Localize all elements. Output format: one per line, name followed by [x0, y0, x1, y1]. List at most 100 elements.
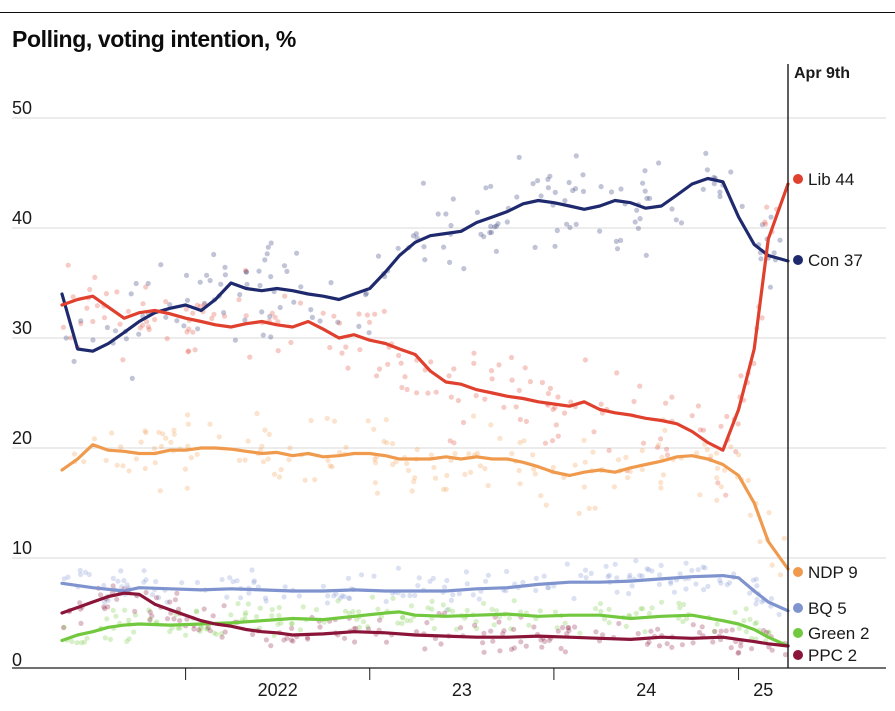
poll-dot	[78, 321, 84, 327]
poll-dot	[230, 579, 236, 585]
poll-dot	[545, 185, 552, 191]
poll-dot	[414, 446, 420, 453]
poll-dot	[535, 178, 541, 184]
poll-dot	[375, 606, 381, 612]
trend-line-bq	[60, 574, 790, 613]
poll-dot	[461, 266, 467, 272]
poll-dot	[324, 415, 330, 421]
poll-dot	[558, 645, 564, 652]
series-label-bq: BQ 5	[793, 599, 847, 618]
poll-dot	[701, 587, 707, 593]
poll-dot	[633, 610, 639, 617]
poll-dot	[452, 451, 458, 457]
poll-dot	[207, 421, 213, 427]
poll-dot	[172, 597, 178, 603]
poll-dot	[697, 492, 703, 498]
poll-dot	[211, 251, 217, 258]
poll-dot	[343, 344, 349, 350]
poll-dot	[715, 480, 721, 486]
poll-dot	[573, 153, 579, 159]
poll-dot	[78, 318, 84, 324]
poll-dot	[656, 442, 662, 448]
poll-dot	[282, 584, 288, 590]
poll-dot	[146, 607, 152, 613]
poll-dot	[237, 292, 243, 298]
poll-dot	[395, 245, 401, 251]
poll-dot	[444, 577, 450, 584]
poll-dot	[448, 394, 454, 400]
poll-dot	[701, 441, 708, 447]
poll-dot	[213, 631, 219, 637]
poll-dot	[736, 649, 742, 656]
poll-dot	[404, 618, 410, 624]
poll-dot	[222, 629, 228, 635]
poll-dot	[626, 575, 633, 581]
poll-dot	[450, 592, 456, 598]
poll-dot	[346, 610, 352, 617]
poll-dot	[427, 578, 433, 584]
poll-dot	[703, 150, 709, 156]
poll-dot	[320, 583, 326, 589]
poll-dot	[747, 616, 753, 622]
poll-dot	[718, 484, 724, 490]
poll-dot	[664, 446, 670, 452]
poll-dot	[695, 567, 701, 573]
top-rule	[0, 12, 895, 13]
poll-dot	[199, 625, 205, 631]
poll-dot	[549, 438, 556, 444]
poll-dot	[328, 280, 334, 286]
ppc-marker	[793, 650, 803, 660]
poll-dot	[188, 455, 194, 461]
poll-dot	[542, 440, 549, 446]
poll-dot	[523, 418, 530, 424]
poll-dot	[550, 406, 556, 412]
poll-dot	[160, 431, 166, 437]
poll-dot	[373, 460, 379, 466]
poll-dot	[448, 597, 454, 604]
poll-dot	[723, 628, 729, 634]
poll-dot	[396, 352, 402, 359]
poll-dot	[195, 326, 201, 332]
poll-dot	[147, 617, 153, 623]
poll-dot	[533, 587, 539, 594]
poll-dot	[335, 319, 341, 325]
poll-dot	[350, 609, 356, 615]
poll-dot	[470, 592, 476, 598]
poll-dot	[454, 626, 460, 632]
poll-dot	[538, 193, 544, 199]
poll-dot	[511, 626, 517, 633]
poll-dot	[451, 366, 457, 372]
poll-dot	[517, 440, 523, 446]
poll-dot	[356, 323, 362, 329]
poll-dot	[664, 641, 670, 647]
poll-dot	[142, 465, 148, 472]
poll-dot	[123, 336, 129, 342]
poll-dot	[153, 595, 160, 601]
poll-dot	[753, 576, 759, 582]
poll-dot	[430, 575, 436, 582]
poll-dot	[360, 619, 367, 625]
poll-dot	[263, 598, 269, 604]
poll-dot	[276, 613, 282, 619]
poll-dot	[201, 606, 207, 612]
poll-dot	[92, 274, 98, 280]
poll-dot	[193, 609, 200, 615]
poll-dot	[626, 591, 632, 597]
poll-dot	[366, 330, 372, 336]
poll-dot	[488, 183, 494, 189]
poll-dot	[120, 463, 126, 469]
poll-dot	[646, 610, 653, 617]
poll-dot	[658, 436, 664, 442]
poll-dot	[488, 223, 494, 229]
poll-dot	[183, 632, 189, 638]
poll-dot	[506, 615, 512, 621]
poll-dot	[298, 284, 304, 290]
poll-dot	[460, 419, 467, 426]
poll-dot	[86, 571, 92, 578]
poll-dot	[124, 638, 130, 645]
poll-dot	[614, 589, 620, 595]
poll-dot	[395, 620, 401, 626]
poll-dot	[151, 445, 157, 452]
poll-dot	[545, 585, 551, 591]
poll-dot	[508, 646, 515, 653]
